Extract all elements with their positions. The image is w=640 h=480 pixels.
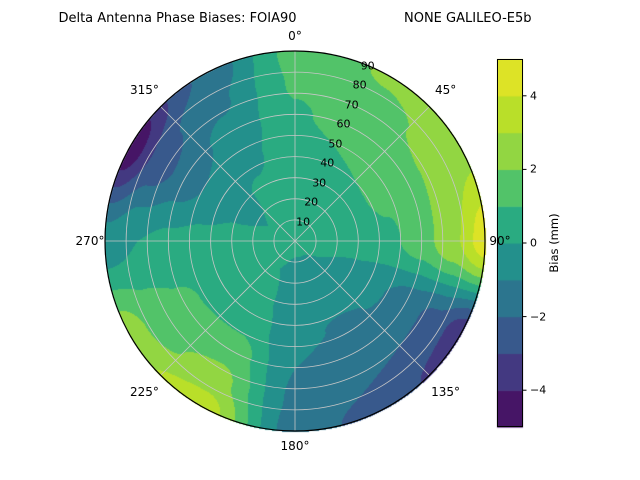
- radial-tick-label: 50: [328, 137, 343, 150]
- colorbar-axis-label: Bias (mm): [547, 213, 561, 273]
- azimuth-gridlines: [105, 51, 485, 431]
- radial-tick-label: 10: [296, 215, 311, 228]
- colorbar-tick-label: 4: [530, 89, 537, 103]
- radial-tick-label: 40: [320, 156, 335, 170]
- colorbar-tick-label: −2: [530, 310, 547, 324]
- radial-tick-label: 90: [360, 59, 375, 72]
- colorbar-tick-label: 2: [530, 162, 537, 176]
- radial-tick-label: 80: [352, 78, 367, 92]
- radial-tick-label: 70: [344, 98, 359, 111]
- azimuth-label: 135°: [431, 384, 461, 399]
- azimuth-label: 45°: [434, 83, 457, 98]
- colorbar-tick-label: −4: [530, 383, 547, 397]
- radial-tick-label: 20: [304, 195, 319, 209]
- radial-tick-label: 60: [336, 117, 351, 131]
- azimuth-label: 90°: [489, 234, 511, 248]
- azimuth-label: 225°: [129, 384, 159, 399]
- azimuth-label: 0°: [288, 29, 302, 43]
- colorbar-frame: [497, 59, 523, 427]
- azimuth-label: 315°: [129, 83, 159, 98]
- azimuth-label: 180°: [280, 439, 310, 453]
- chart-title: Delta Antenna Phase Biases: FOIA90 NONE …: [58, 11, 532, 26]
- polar-outline: [104, 50, 486, 432]
- colorbar-tick-label: 0: [530, 236, 537, 250]
- azimuth-label: 270°: [75, 234, 105, 248]
- radial-tick-label: 30: [312, 176, 327, 189]
- colorbar-ticks: [523, 95, 527, 391]
